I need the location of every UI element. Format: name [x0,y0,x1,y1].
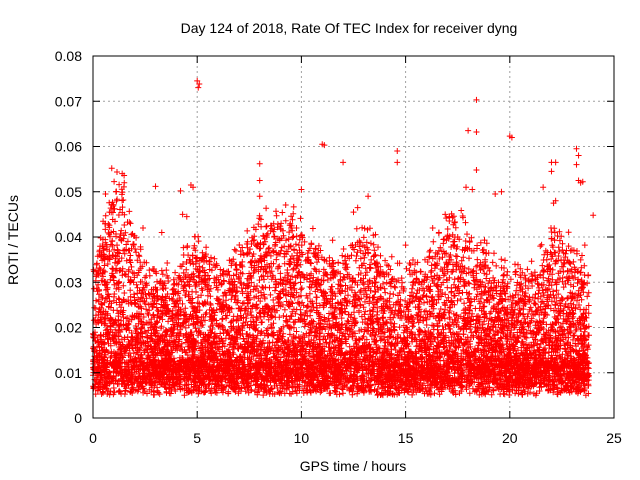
roti-data-point [446,213,453,220]
roti-data-point [498,188,505,195]
roti-data-point [256,177,263,184]
x-tick-label: 5 [193,430,201,446]
roti-data-point [429,224,436,231]
roti-data-point [473,129,480,136]
y-tick-label: 0 [74,410,82,426]
roti-data-point [463,184,470,191]
y-tick-label: 0.07 [55,93,82,109]
roti-data-point [548,168,555,175]
roti-data-point [140,224,147,231]
roti-data-point [121,179,128,186]
roti-data-point [177,187,184,194]
roti-data-point [256,160,263,167]
roti-data-point [354,204,361,211]
y-tick-label: 0.06 [55,139,82,155]
roti-data-point [190,184,197,191]
roti-data-point [552,197,559,204]
data-points [90,77,597,399]
roti-data-point [402,242,409,249]
roti-data-point [321,142,328,149]
axis-ticks [92,55,615,419]
roti-data-point [365,193,372,200]
roti-data-point [469,186,476,193]
roti-data-point [152,183,159,190]
x-tick-label: 15 [398,430,414,446]
roti-data-point [394,148,401,155]
chart-title: Day 124 of 2018, Rate Of TEC Index for r… [181,20,518,36]
x-tick-label: 25 [606,430,622,446]
roti-data-point [473,96,480,103]
y-tick-labels: 0 0.01 0.02 0.03 0.04 0.05 0.06 0.07 0.08 [55,48,82,426]
y-tick-label: 0.02 [55,320,82,336]
x-tick-label: 0 [89,430,97,446]
roti-data-point [350,209,357,216]
x-axis-label: GPS time / hours [300,458,407,474]
roti-data-point [194,77,201,84]
roti-data-point [298,186,305,193]
roti-data-point [195,84,202,91]
roti-data-point [394,159,401,166]
roti-data-point [196,81,203,88]
y-tick-label: 0.05 [55,184,82,200]
roti-data-point [102,191,109,198]
roti-data-point [579,178,586,185]
y-tick-label: 0.08 [55,48,82,64]
roti-data-point [442,211,449,218]
y-tick-label: 0.04 [55,229,82,245]
roti-data-point [575,152,582,159]
roti-data-point [231,246,238,253]
roti-data-point [508,134,515,141]
roti-data-point [454,234,461,240]
roti-data-point [540,184,547,191]
roti-data-point [590,212,597,219]
roti-data-point [465,127,472,134]
roti-data-point [179,211,186,218]
roti-data-point [581,242,588,249]
roti-data-point [492,191,499,198]
roti-data-point [183,213,190,220]
roti-data-point [340,159,347,166]
roti-data-point [112,188,119,195]
roti-data-point [552,159,559,166]
x-tick-label: 10 [294,430,310,446]
roti-data-point [119,170,126,177]
roti-data-point [108,165,115,172]
roti-data-point [435,229,442,236]
roti-point-cloud [90,169,592,399]
roti-data-point [573,145,580,152]
y-tick-label: 0.01 [55,365,82,381]
roti-data-point [158,229,165,236]
y-axis-label: ROTI / TECUs [5,195,21,285]
roti-data-point [573,161,580,168]
x-tick-label: 20 [502,430,518,446]
roti-data-point [256,193,263,200]
roti-data-point [287,224,294,231]
y-tick-label: 0.03 [55,274,82,290]
x-tick-labels: 0 5 10 15 20 25 [89,430,622,446]
roti-data-point [473,167,480,174]
